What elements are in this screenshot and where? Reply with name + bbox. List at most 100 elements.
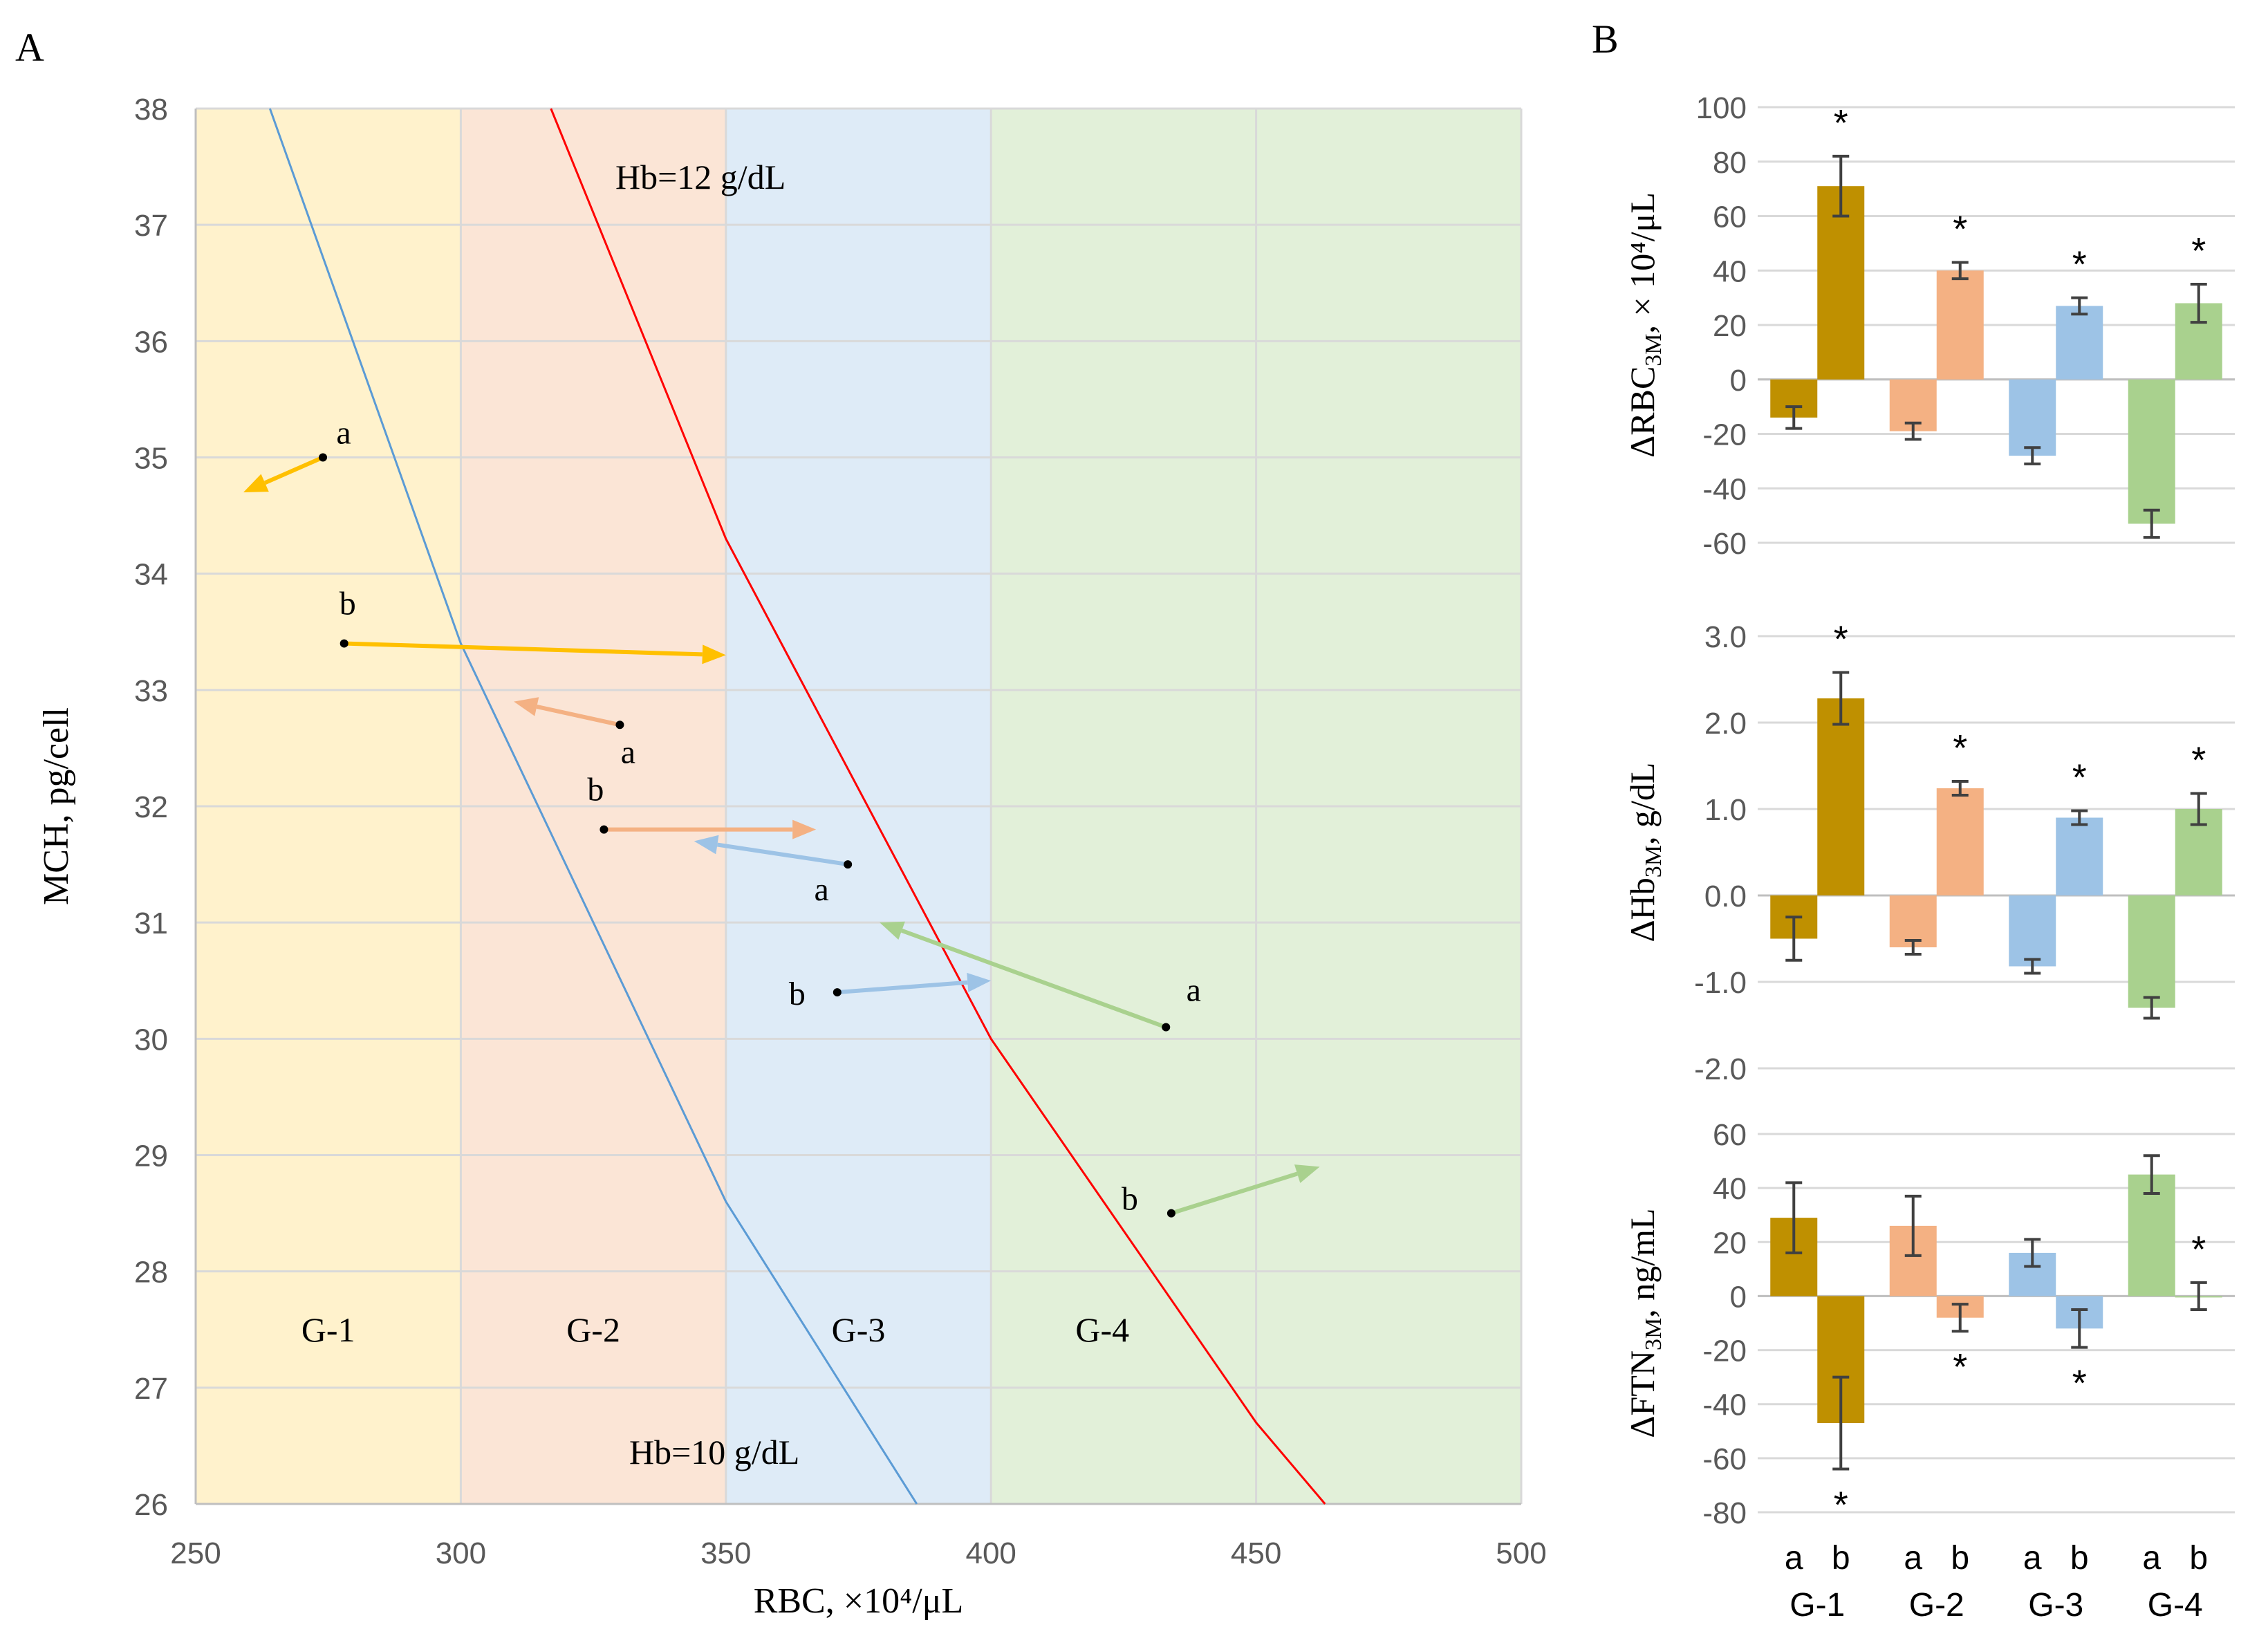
bar-g-1-b bbox=[1817, 698, 1865, 895]
bar-g-4-a bbox=[2128, 895, 2175, 1008]
y-axis-title: ΔHb3M, g/dL bbox=[1623, 763, 1666, 942]
x-tick-label: 350 bbox=[700, 1536, 751, 1570]
bar-g-2-b bbox=[1936, 788, 1984, 895]
y-tick-label: 30 bbox=[134, 1023, 168, 1057]
iso-line-hb10 bbox=[268, 108, 918, 1505]
y-tick-label: 0.0 bbox=[1704, 880, 1747, 913]
y-tick-label: 60 bbox=[1713, 201, 1747, 234]
y-tick-label: 20 bbox=[1713, 309, 1747, 343]
y-tick-label: 36 bbox=[134, 325, 168, 359]
x-group-label: G-3 bbox=[2028, 1587, 2083, 1624]
y-tick-label: 26 bbox=[134, 1488, 168, 1522]
arrowhead-g-1-b bbox=[702, 644, 726, 664]
x-sub-label: b bbox=[1951, 1540, 1969, 1577]
arrowhead-g-4-a bbox=[880, 921, 905, 940]
significance-mark: * bbox=[2072, 1363, 2087, 1404]
y-axis-title-main: ΔHb bbox=[1623, 877, 1662, 942]
y-axis-title-sub: 3M bbox=[1641, 845, 1666, 877]
band-label-g-1: G-1 bbox=[301, 1310, 355, 1349]
chart-mch-vs-rbc: 26 27 28 29 30 31 32 33 34 35 36 37 38 250 300 350 400 45… bbox=[37, 93, 1547, 1621]
arrow-g-1-a bbox=[263, 455, 324, 485]
significance-mark: * bbox=[1834, 619, 1848, 660]
y-tick-label: 35 bbox=[134, 442, 168, 476]
start-point-g-1-b bbox=[340, 639, 348, 648]
y-tick-label: 38 bbox=[134, 93, 168, 127]
start-point-g-3-a bbox=[844, 860, 853, 869]
start-point-g-2-a bbox=[615, 721, 624, 729]
bar-g-4-a bbox=[2128, 379, 2175, 524]
start-point-g-1-a bbox=[319, 453, 328, 462]
y-axis-title-main: ΔRBC bbox=[1623, 366, 1662, 458]
arrow-g-1-b bbox=[344, 641, 703, 657]
panel-label-b: B bbox=[1592, 17, 1619, 62]
arrow-g-4-b bbox=[1171, 1171, 1299, 1216]
significance-mark: * bbox=[2072, 244, 2087, 286]
y-axis-title: ΔRBC3M, × 10⁴/μL bbox=[1623, 192, 1666, 458]
x-tick-label: 300 bbox=[436, 1536, 486, 1570]
band-label-g-3: G-3 bbox=[832, 1310, 886, 1349]
y-tick-label: 2.0 bbox=[1704, 707, 1747, 741]
y-tick-label: 0 bbox=[1730, 1280, 1747, 1314]
y-axis-title: ΔFTN3M, ng/mL bbox=[1623, 1208, 1666, 1438]
band-label-g-2: G-2 bbox=[566, 1310, 620, 1349]
y-tick-label: 3.0 bbox=[1704, 620, 1747, 654]
arrow-label-g-4-a: a bbox=[1187, 972, 1201, 1009]
y-tick-label: -60 bbox=[1702, 1442, 1747, 1476]
arrow-label-g-2-b: b bbox=[587, 772, 604, 808]
significance-mark: * bbox=[1834, 102, 1848, 144]
arrowhead-g-3-a bbox=[694, 835, 719, 855]
y-axis-title-rest: , g/dL bbox=[1623, 763, 1662, 845]
x-sub-label: a bbox=[1785, 1540, 1803, 1577]
arrowhead-g-4-b bbox=[1294, 1164, 1320, 1183]
y-tick-label: 60 bbox=[1713, 1118, 1747, 1152]
x-group-label: G-4 bbox=[2148, 1587, 2203, 1624]
y-tick-label: 29 bbox=[134, 1140, 168, 1173]
y-tick-label: 28 bbox=[134, 1256, 168, 1290]
panel-label-a: A bbox=[15, 25, 44, 70]
y-tick-label: 100 bbox=[1696, 91, 1747, 125]
significance-mark: * bbox=[2191, 230, 2206, 272]
significance-mark: * bbox=[2072, 757, 2087, 799]
arrowhead-g-3-b bbox=[967, 972, 992, 992]
y-tick-label: -20 bbox=[1702, 1335, 1747, 1368]
x-group-label: G-1 bbox=[1790, 1587, 1845, 1624]
bar-g-2-b bbox=[1936, 270, 1984, 380]
y-tick-label: 33 bbox=[134, 674, 168, 708]
y-tick-label: -40 bbox=[1702, 472, 1747, 506]
chart-delta-rbc: -60 -40 -20 0 20 40 60 80 100 * * * * ΔRBC3M, × 10⁴/μ… bbox=[1623, 91, 2235, 561]
x-axis-title: RBC, ×10⁴/μL bbox=[754, 1581, 964, 1621]
y-tick-label: -2.0 bbox=[1694, 1052, 1747, 1086]
x-sub-label: a bbox=[2142, 1540, 2161, 1577]
arrowhead-g-2-b bbox=[792, 819, 817, 839]
arrow-label-g-4-b: b bbox=[1122, 1181, 1138, 1218]
y-tick-label: -60 bbox=[1702, 527, 1747, 561]
arrowhead-g-2-a bbox=[514, 697, 539, 716]
y-tick-label: 40 bbox=[1713, 254, 1747, 288]
arrow-g-2-a bbox=[536, 705, 621, 727]
y-axis-title-sub: 3M bbox=[1641, 1318, 1666, 1350]
band-label-g-4: G-4 bbox=[1075, 1310, 1129, 1349]
bar-g-3-a bbox=[2009, 379, 2056, 456]
bar-g-3-b bbox=[2056, 306, 2103, 380]
x-group-label: G-2 bbox=[1909, 1587, 1964, 1624]
arrow-g-3-b bbox=[837, 980, 968, 995]
arrowhead-g-1-a bbox=[243, 474, 269, 492]
start-point-g-2-b bbox=[599, 825, 608, 834]
bar-g-3-b bbox=[2056, 817, 2103, 895]
x-tick-label: 450 bbox=[1231, 1536, 1281, 1570]
bar-g-2-a bbox=[1889, 895, 1937, 947]
arrow-g-4-a bbox=[901, 929, 1167, 1030]
x-sub-label: b bbox=[2070, 1540, 2089, 1577]
y-tick-label: 40 bbox=[1713, 1172, 1747, 1206]
y-axis-title-sub: 3M bbox=[1641, 333, 1666, 366]
iso-line-label-hb12: Hb=12 g/dL bbox=[615, 158, 786, 196]
y-axis-title-rest: , ng/mL bbox=[1623, 1208, 1662, 1317]
x-tick-label: 500 bbox=[1496, 1536, 1546, 1570]
y-tick-label: 32 bbox=[134, 790, 168, 824]
iso-line-label-hb10: Hb=10 g/dL bbox=[629, 1433, 799, 1471]
iso-line-hb12 bbox=[550, 108, 1326, 1505]
y-tick-label: 1.0 bbox=[1704, 793, 1747, 827]
significance-mark: * bbox=[1953, 208, 1967, 250]
x-sub-label: b bbox=[1832, 1540, 1850, 1577]
